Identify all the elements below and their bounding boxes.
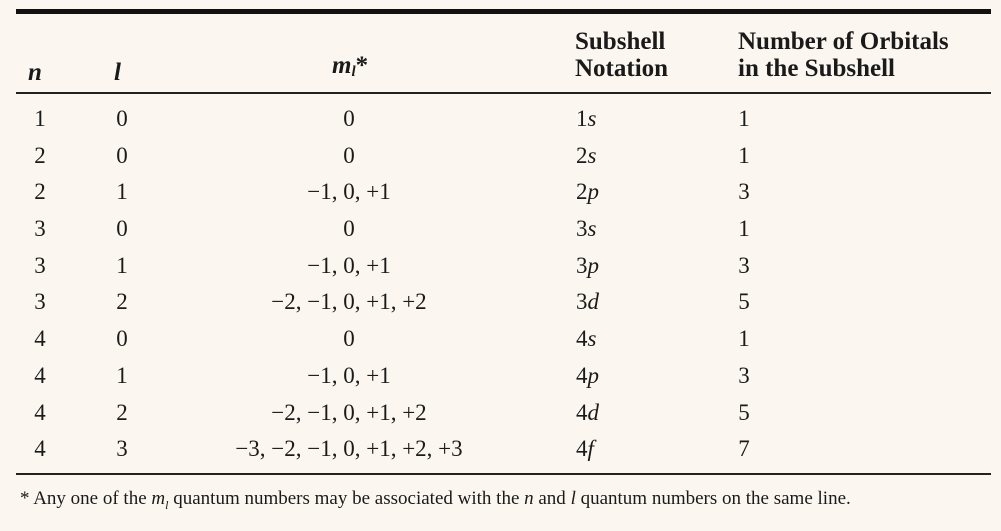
cell-orbitals: 5: [738, 289, 750, 315]
cell-ml: 0: [343, 216, 355, 242]
cell-ml: 0: [343, 106, 355, 131]
cell-orbitals: 1: [738, 142, 750, 168]
cell-orbitals: 5: [738, 399, 750, 425]
table-row: 2 0 0 2s 1: [16, 139, 991, 176]
cell-subshell: 3p: [576, 252, 599, 278]
cell-ml: 0: [343, 142, 355, 168]
header-l: l: [114, 59, 121, 86]
cell-ml: 0: [343, 326, 355, 352]
table-row: 3 1 −1, 0, +1 3p 3: [16, 249, 991, 286]
cell-n: 4: [34, 436, 46, 462]
cell-l: 1: [116, 362, 128, 388]
cell-ml: −1, 0, +1: [307, 362, 391, 388]
cell-ml: −3, −2, −1, 0, +1, +2, +3: [235, 436, 463, 462]
cell-ml: −1, 0, +1: [307, 179, 391, 205]
cell-n: 4: [34, 362, 46, 388]
cell-subshell: 4f: [576, 436, 594, 462]
cell-n: 4: [34, 326, 46, 352]
cell-subshell: 2s: [576, 142, 597, 168]
cell-n: 3: [34, 216, 46, 242]
cell-subshell: 4p: [576, 362, 599, 388]
top-rule: [16, 9, 991, 14]
cell-l: 3: [116, 436, 128, 462]
table-row: 4 0 0 4s 1: [16, 322, 991, 359]
cell-ml: −2, −1, 0, +1, +2: [271, 399, 427, 425]
footnote: * Any one of the ml quantum numbers may …: [20, 488, 851, 512]
header-number-of-orbitals: Number of Orbitals in the Subshell: [738, 28, 949, 82]
cell-n: 3: [34, 289, 46, 315]
cell-l: 2: [116, 399, 128, 425]
table-row: 4 3 −3, −2, −1, 0, +1, +2, +3 4f 7: [16, 432, 991, 469]
header-ml: ml*: [332, 52, 369, 80]
cell-orbitals: 3: [738, 252, 750, 278]
cell-l: 1: [116, 252, 128, 278]
cell-orbitals: 3: [738, 179, 750, 205]
table-row: 4 1 −1, 0, +1 4p 3: [16, 359, 991, 396]
table-body: 1 0 0 1s 1 2 0 0 2s 1 2 1 −1, 0, +1 2p 3 3 0 0 3s 1 3 1 −1, 0,…: [16, 102, 991, 469]
cell-ml: −1, 0, +1: [307, 252, 391, 278]
cell-subshell: 1s: [576, 106, 597, 131]
cell-l: 0: [116, 142, 128, 168]
cell-l: 0: [116, 106, 128, 131]
cell-l: 2: [116, 289, 128, 315]
cell-n: 1: [34, 106, 46, 131]
cell-n: 4: [34, 399, 46, 425]
cell-subshell: 3s: [576, 216, 597, 242]
cell-subshell: 3d: [576, 289, 599, 315]
cell-n: 3: [34, 252, 46, 278]
table-row: 3 2 −2, −1, 0, +1, +2 3d 5: [16, 285, 991, 322]
table-row: 1 0 0 1s 1: [16, 102, 991, 139]
table-row: 2 1 −1, 0, +1 2p 3: [16, 175, 991, 212]
cell-ml: −2, −1, 0, +1, +2: [271, 289, 427, 315]
header-subshell-notation: Subshell Notation: [575, 28, 669, 82]
cell-orbitals: 3: [738, 362, 750, 388]
cell-orbitals: 1: [738, 326, 750, 352]
header-rule: [16, 92, 991, 94]
cell-l: 0: [116, 326, 128, 352]
cell-orbitals: 7: [738, 436, 750, 462]
cell-orbitals: 1: [738, 106, 750, 131]
table-row: 4 2 −2, −1, 0, +1, +2 4d 5: [16, 396, 991, 433]
cell-subshell: 4d: [576, 399, 599, 425]
cell-subshell: 2p: [576, 179, 599, 205]
cell-orbitals: 1: [738, 216, 750, 242]
cell-subshell: 4s: [576, 326, 597, 352]
cell-l: 0: [116, 216, 128, 242]
table-row: 3 0 0 3s 1: [16, 212, 991, 249]
cell-l: 1: [116, 179, 128, 205]
cell-n: 2: [34, 142, 46, 168]
cell-n: 2: [34, 179, 46, 205]
header-n: n: [28, 59, 42, 86]
bottom-rule: [16, 473, 991, 475]
